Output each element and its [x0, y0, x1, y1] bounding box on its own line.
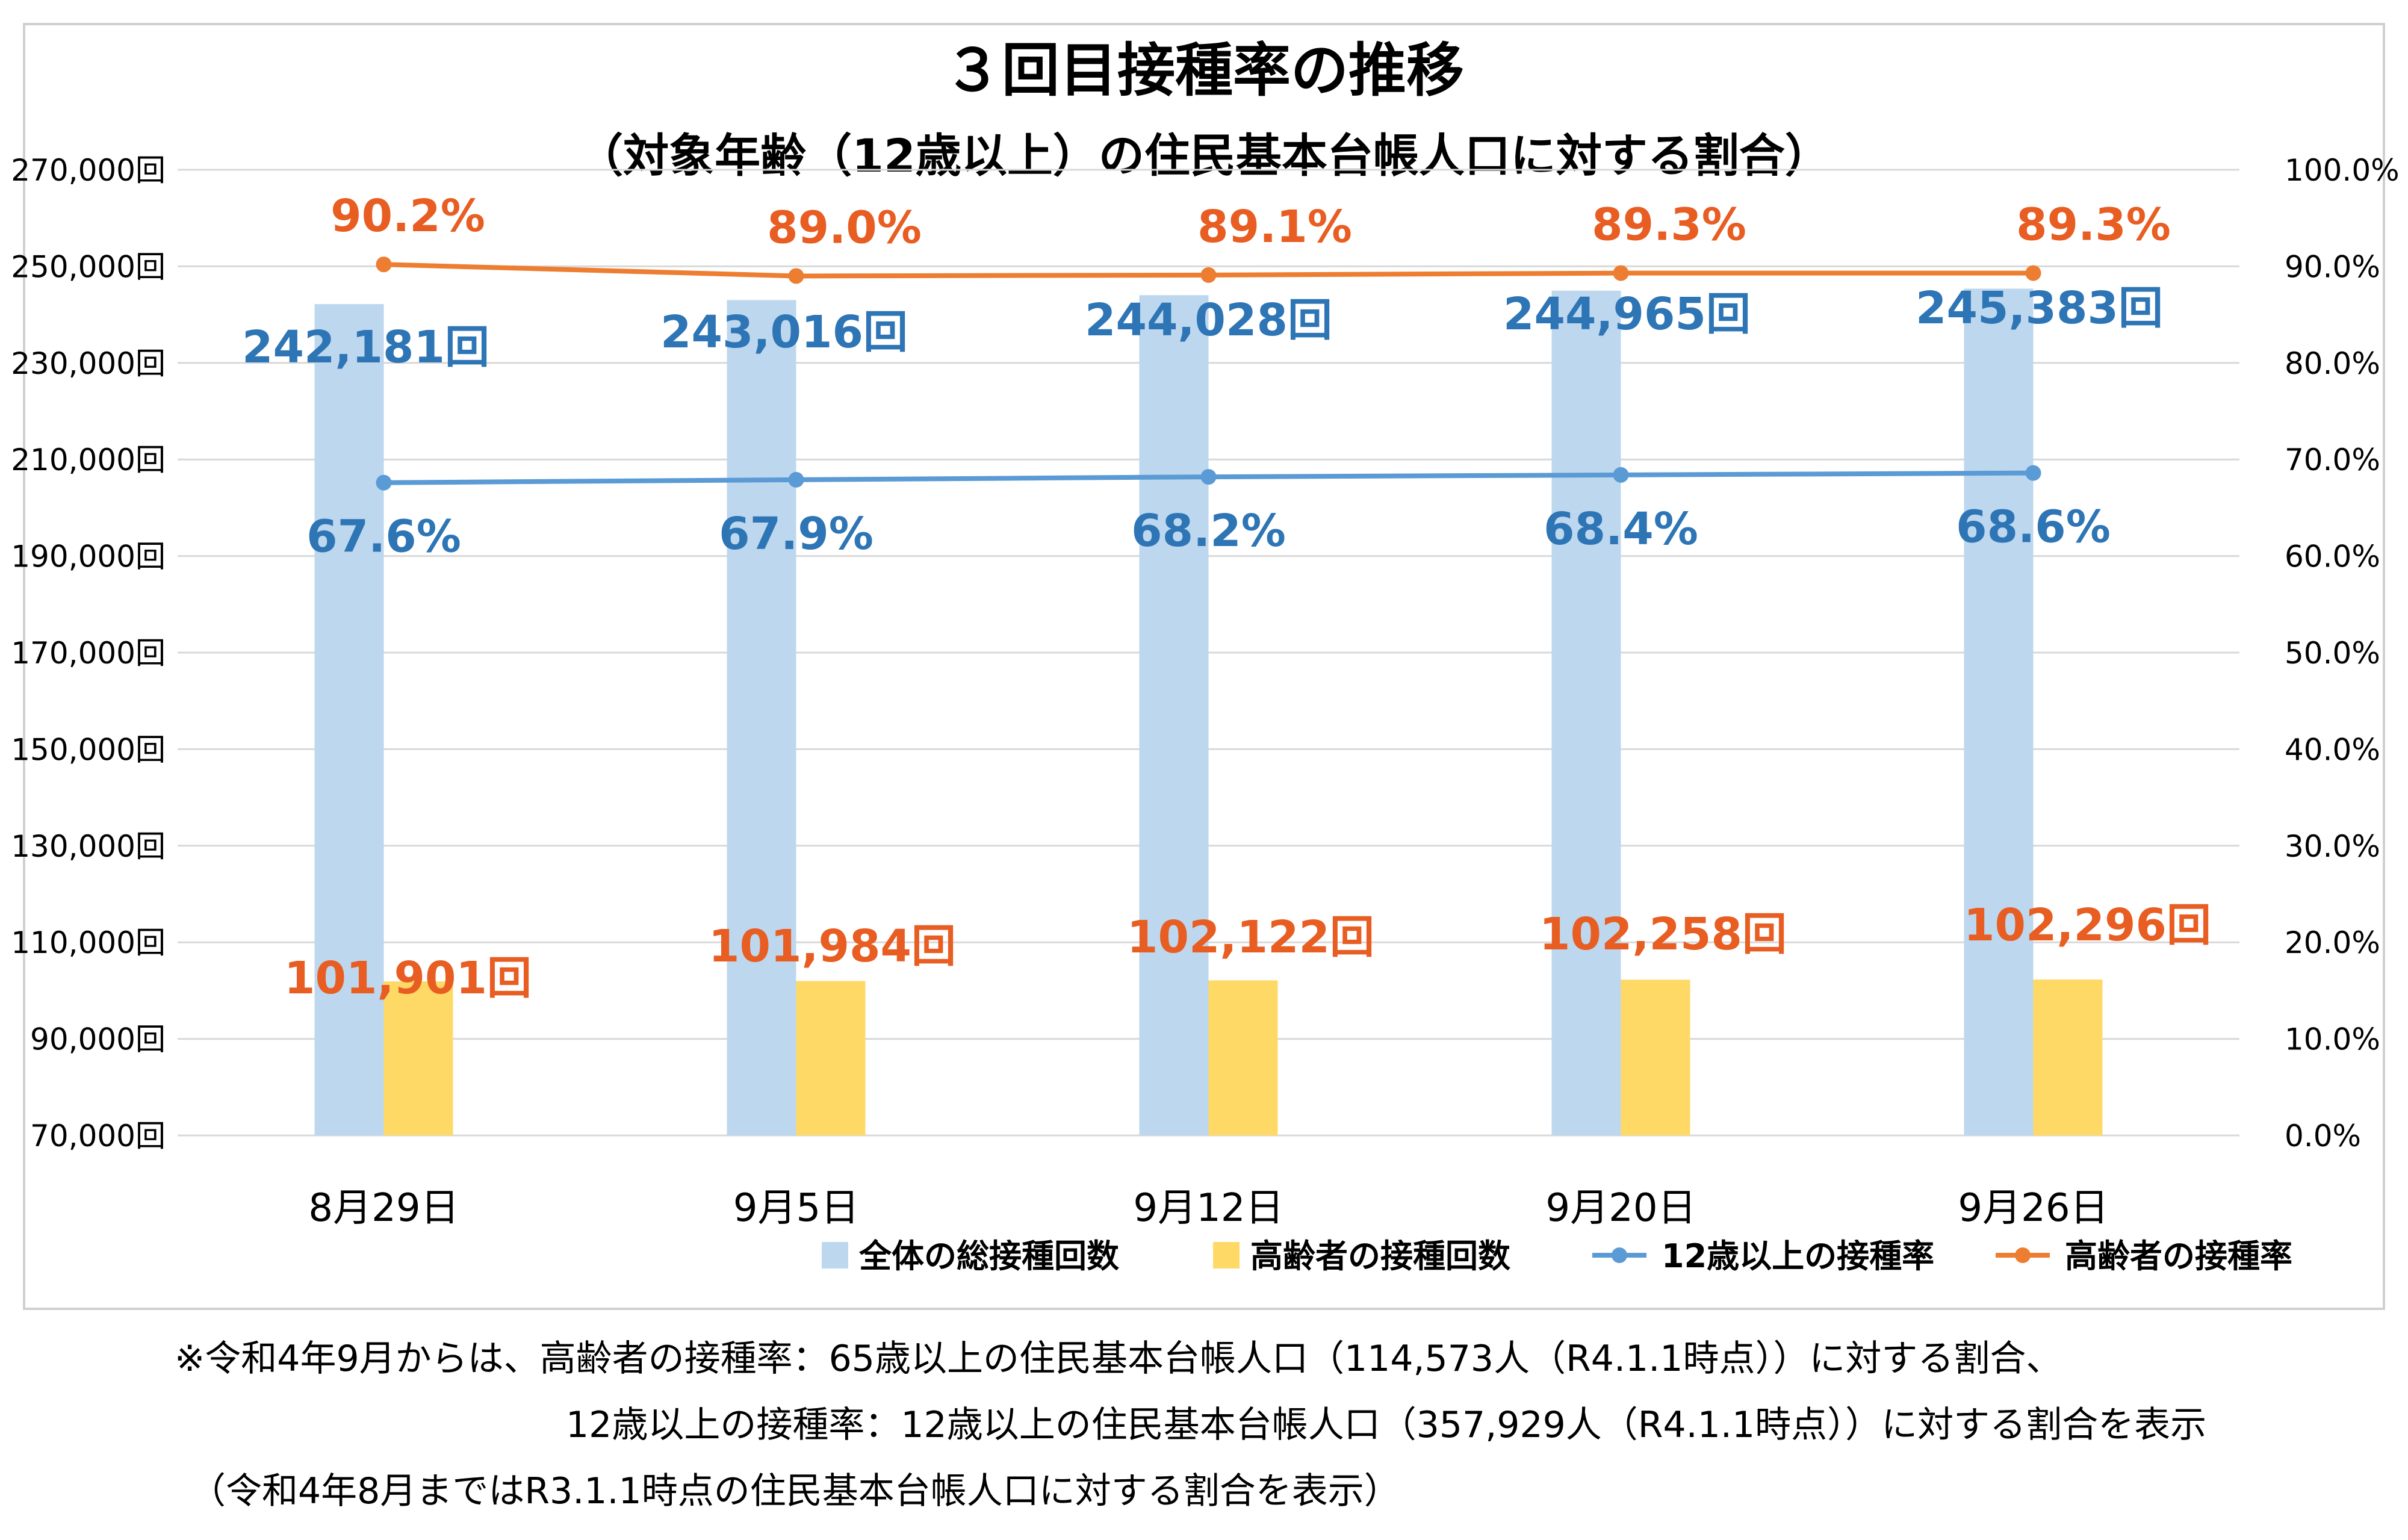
- left-tick-label: 90,000回: [30, 1022, 166, 1057]
- legend-label: 12歳以上の接種率: [1662, 1237, 1934, 1275]
- line-value-label: 89.0%: [767, 202, 922, 253]
- legend: 全体の総接種回数 高齢者の接種回数 12歳以上の接種率 高齢者の接種率: [822, 1237, 2292, 1275]
- line-value-label: 67.9%: [719, 508, 874, 560]
- legend-label: 高齢者の接種率: [2065, 1237, 2292, 1275]
- data-point: [2025, 465, 2041, 481]
- bar: [1139, 295, 1209, 1136]
- data-point: [1613, 467, 1629, 483]
- vaccination-rate-chart: ３回目接種率の推移 （対象年齢（12歳以上）の住民基本台帳人口に対する割合） 7…: [11, 37, 2400, 1275]
- left-tick-label: 270,000回: [11, 153, 166, 188]
- left-tick-label: 110,000回: [11, 925, 166, 960]
- left-tick-label: 130,000回: [11, 829, 166, 864]
- bar: [1208, 980, 1278, 1135]
- line-value-label: 89.3%: [1592, 199, 1746, 251]
- legend-label: 高齢者の接種回数: [1250, 1237, 1510, 1275]
- right-tick-label: 50.0%: [2285, 636, 2380, 671]
- left-tick-label: 150,000回: [11, 732, 166, 767]
- data-point: [788, 268, 804, 284]
- bar-value-label: 102,258回: [1539, 908, 1787, 960]
- right-tick-label: 30.0%: [2285, 829, 2380, 864]
- left-tick-label: 190,000回: [11, 539, 166, 574]
- left-tick-label: 210,000回: [11, 442, 166, 477]
- bar-value-label: 101,984回: [709, 921, 956, 972]
- legend-marker: [1612, 1247, 1627, 1263]
- right-tick-label: 70.0%: [2285, 442, 2380, 477]
- left-tick-label: 170,000回: [11, 636, 166, 671]
- x-tick-label: 8月29日: [308, 1186, 459, 1231]
- right-tick-label: 100.0%: [2285, 153, 2400, 188]
- left-tick-label: 70,000回: [30, 1119, 166, 1153]
- bar-value-label: 102,296回: [1964, 899, 2211, 951]
- bar: [1551, 290, 1621, 1135]
- bar: [2033, 979, 2103, 1135]
- legend-label: 全体の総接種回数: [858, 1237, 1119, 1275]
- bar-value-label: 101,901回: [284, 952, 532, 1004]
- bar-value-label: 102,122回: [1127, 911, 1374, 963]
- data-point: [788, 471, 804, 488]
- bar: [1621, 980, 1690, 1135]
- bar-value-label: 242,181回: [242, 321, 489, 373]
- x-tick-label: 9月12日: [1133, 1186, 1283, 1231]
- x-axis-ticks: 8月29日 9月5日 9月12日 9月20日 9月26日: [308, 1186, 2108, 1231]
- line-value-label: 68.6%: [1956, 501, 2111, 553]
- right-tick-label: 40.0%: [2285, 732, 2380, 767]
- lines: [376, 256, 2041, 491]
- right-tick-label: 20.0%: [2285, 925, 2380, 960]
- line-value-label: 68.2%: [1131, 505, 1286, 557]
- data-point: [376, 474, 392, 491]
- bar-value-label: 245,383回: [1916, 282, 2163, 334]
- chart-title: ３回目接種率の推移: [944, 37, 1464, 104]
- footnote-line-3: （令和4年8月まではR3.1.1時点の住民基本台帳人口に対する割合を表示）: [190, 1470, 1400, 1512]
- chart-subtitle: （対象年齢（12歳以上）の住民基本台帳人口に対する割合）: [577, 129, 1831, 182]
- bar: [383, 981, 453, 1135]
- x-tick-label: 9月20日: [1545, 1186, 1696, 1231]
- legend-swatch: [1213, 1242, 1240, 1268]
- line-value-label: 90.2%: [330, 190, 485, 242]
- bar: [727, 300, 796, 1136]
- bars: [314, 288, 2103, 1136]
- footnote-line-1: ※令和4年9月からは、高齢者の接種率：65歳以上の住民基本台帳人口（114,57…: [175, 1338, 2062, 1380]
- right-tick-label: 10.0%: [2285, 1022, 2380, 1057]
- bar-value-label: 244,965回: [1503, 288, 1751, 340]
- footnote-line-2: 12歳以上の接種率：12歳以上の住民基本台帳人口（357,929人（R4.1.1…: [566, 1404, 2207, 1446]
- bar-value-label: 244,028回: [1085, 294, 1332, 346]
- x-tick-label: 9月26日: [1958, 1186, 2108, 1231]
- line-value-label: 89.1%: [1197, 201, 1352, 253]
- line-value-label: 68.4%: [1544, 503, 1698, 555]
- bar-value-label: 243,016回: [660, 306, 908, 358]
- right-tick-label: 90.0%: [2285, 249, 2380, 284]
- data-point: [1200, 469, 1217, 485]
- bar: [1964, 288, 2034, 1135]
- legend-marker: [2015, 1247, 2031, 1263]
- line-value-label: 89.3%: [2016, 199, 2171, 251]
- left-tick-label: 250,000回: [11, 249, 166, 284]
- left-tick-label: 230,000回: [11, 346, 166, 381]
- data-point: [1613, 265, 1629, 281]
- right-tick-label: 0.0%: [2285, 1119, 2361, 1153]
- legend-swatch: [822, 1242, 848, 1268]
- right-axis-ticks: 0.0% 10.0% 20.0% 30.0% 40.0% 50.0% 60.0% 70.0% 8…: [2285, 153, 2400, 1153]
- data-labels: 242,181回 243,016回 244,028回 244,965回 245,383回…: [242, 190, 2211, 1004]
- bar: [314, 304, 384, 1135]
- data-point: [1200, 267, 1217, 283]
- line-value-label: 67.6%: [306, 511, 461, 563]
- x-tick-label: 9月5日: [733, 1186, 859, 1231]
- data-point: [376, 256, 392, 273]
- left-axis-ticks: 70,000回 90,000回 110,000回 130,000回 150,000回 17…: [11, 153, 166, 1153]
- right-tick-label: 80.0%: [2285, 346, 2380, 381]
- data-point: [2025, 265, 2041, 281]
- right-tick-label: 60.0%: [2285, 539, 2380, 574]
- bar: [796, 981, 866, 1135]
